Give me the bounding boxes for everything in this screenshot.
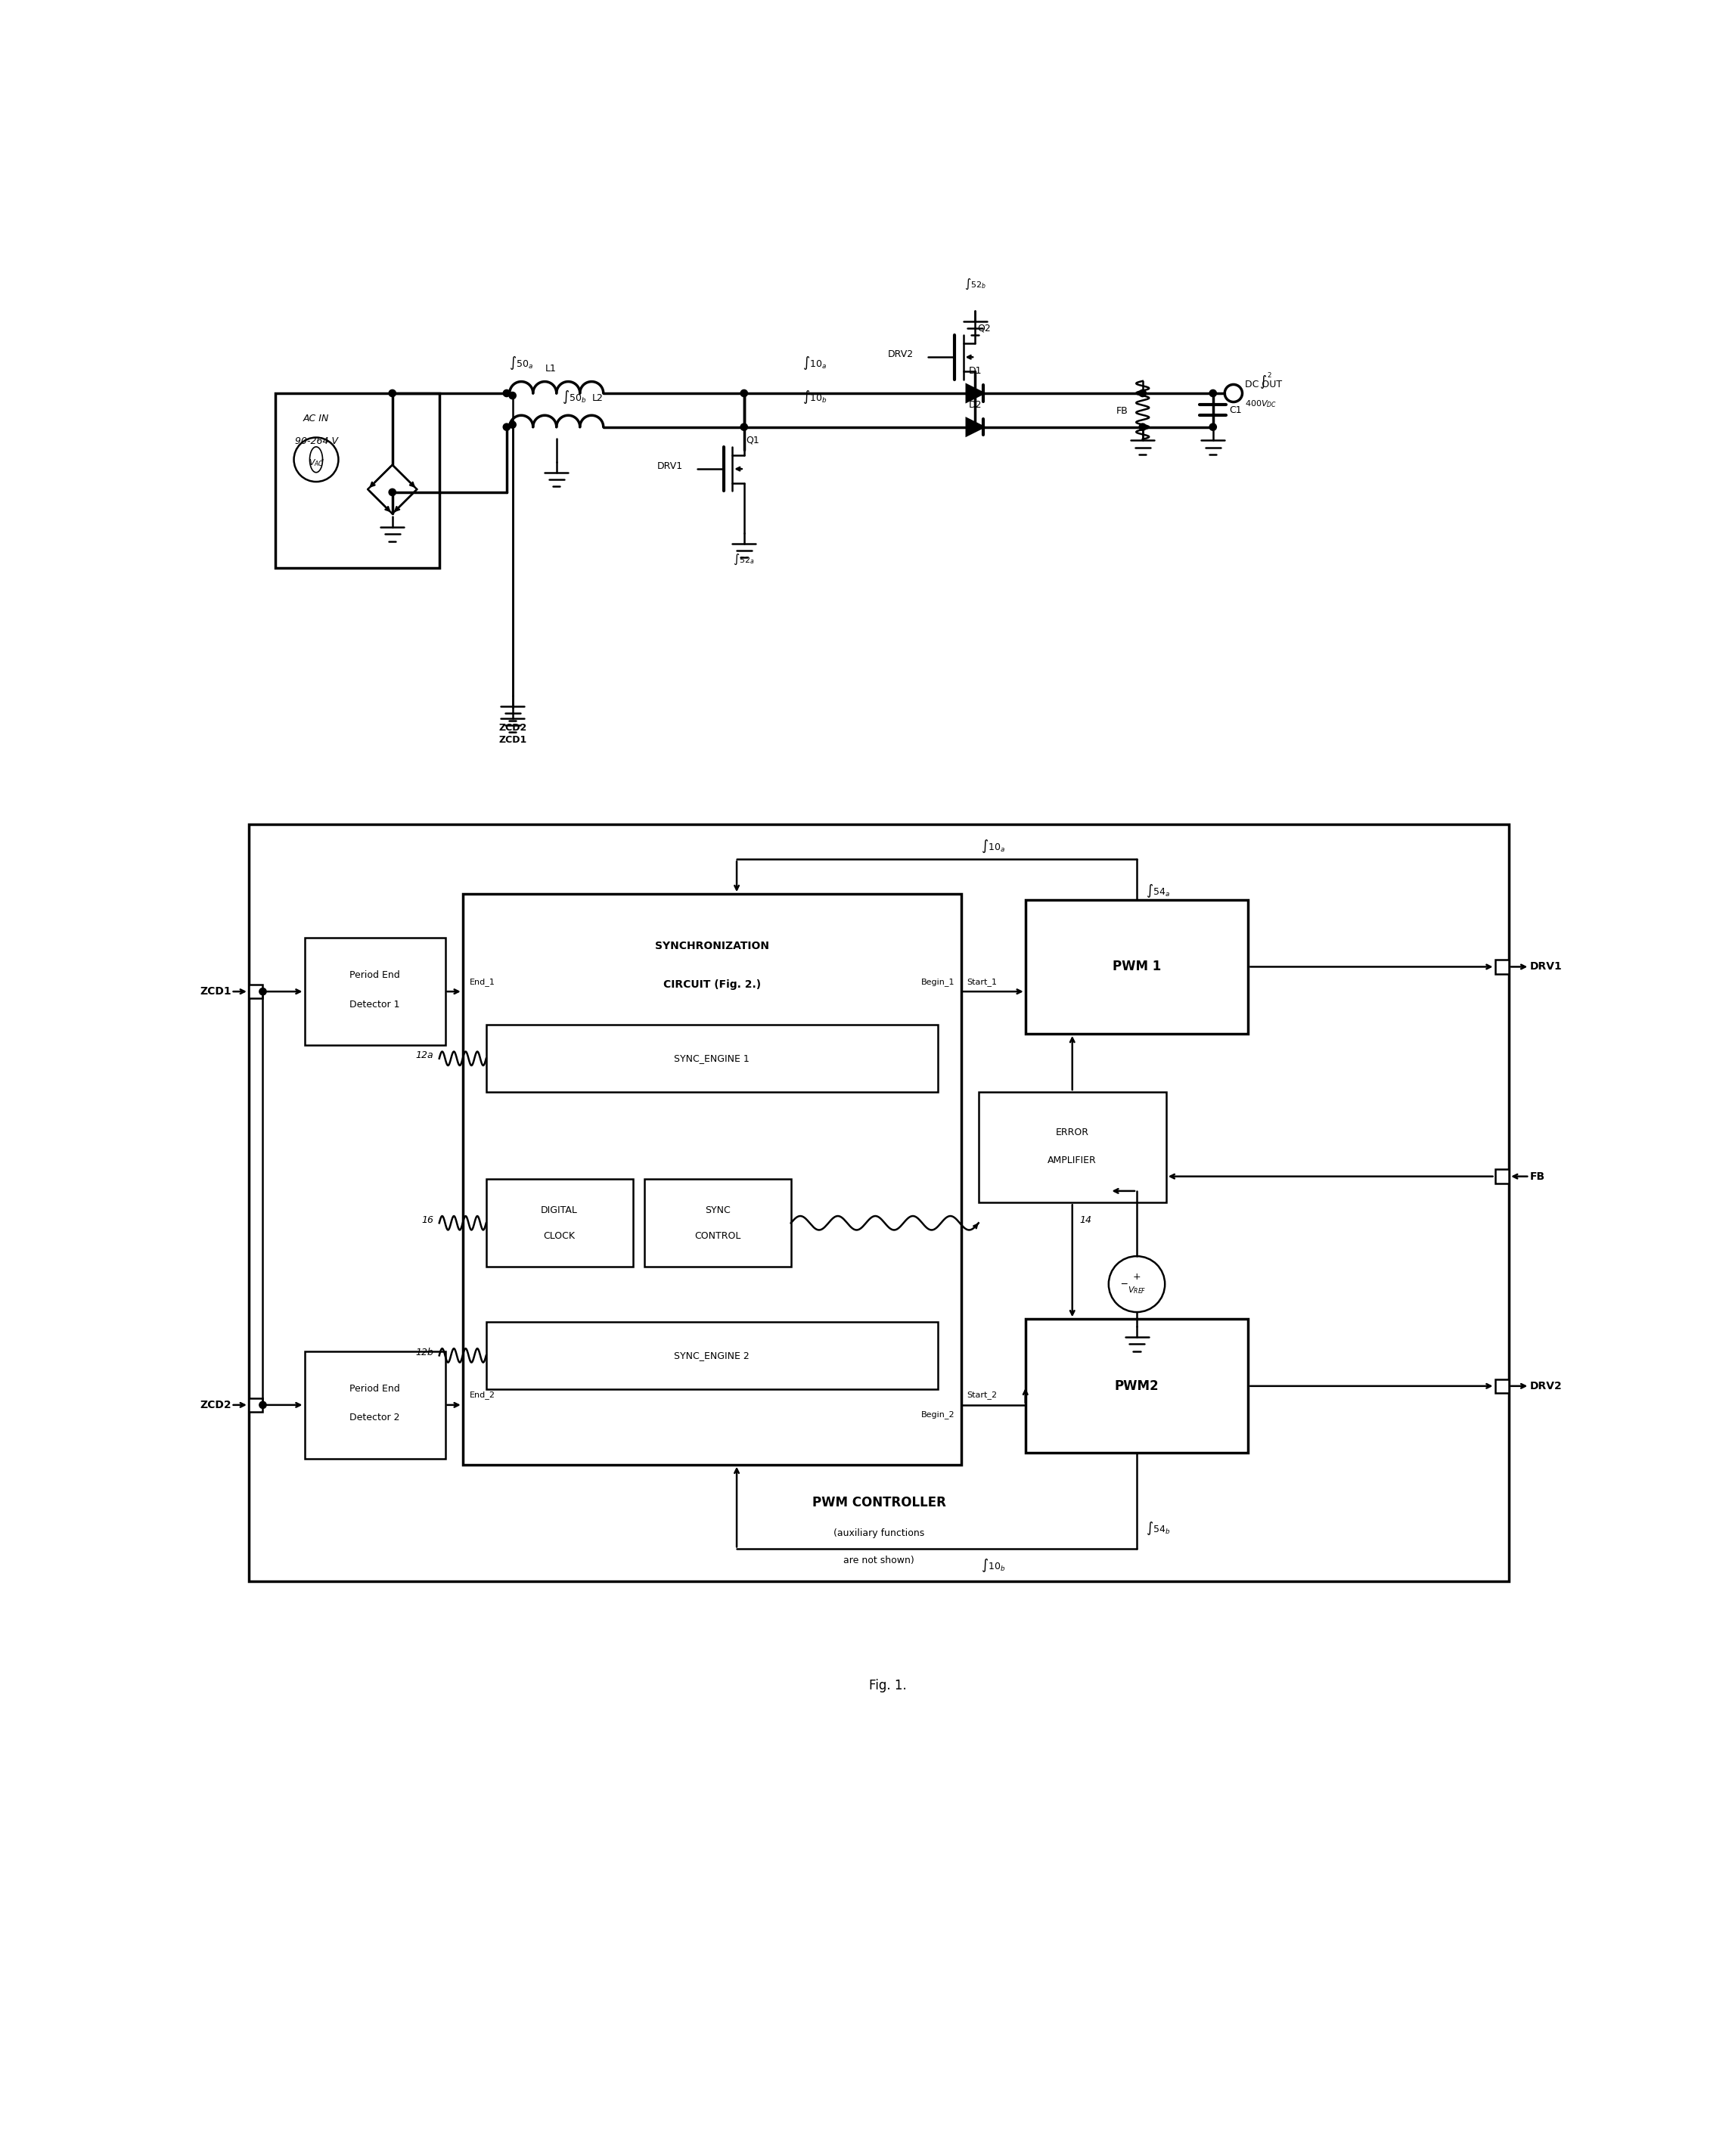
Circle shape — [388, 390, 397, 397]
Text: ERROR: ERROR — [1055, 1128, 1089, 1138]
Text: Begin_2: Begin_2 — [921, 1410, 954, 1419]
Text: Start_2: Start_2 — [966, 1391, 998, 1399]
Circle shape — [260, 987, 267, 996]
Text: $\int^2$: $\int^2$ — [1259, 371, 1273, 390]
Circle shape — [509, 392, 516, 399]
Circle shape — [741, 390, 748, 397]
Text: $\int 10_b$: $\int 10_b$ — [980, 1557, 1005, 1574]
Text: Detector 1: Detector 1 — [350, 1000, 400, 1009]
Text: PWM CONTROLLER: PWM CONTROLLER — [812, 1496, 946, 1509]
Polygon shape — [966, 386, 984, 401]
Text: CONTROL: CONTROL — [695, 1231, 741, 1240]
Text: $\int 10_b$: $\int 10_b$ — [802, 388, 826, 405]
Text: ZCD1: ZCD1 — [499, 735, 527, 744]
Text: ZCD2: ZCD2 — [499, 722, 527, 733]
Text: Fig. 1.: Fig. 1. — [869, 1680, 906, 1692]
Bar — [487, 1322, 937, 1388]
Bar — [487, 1179, 632, 1268]
Text: SYNC: SYNC — [705, 1205, 731, 1216]
Text: D2: D2 — [968, 401, 982, 410]
Text: $\int 52_b$: $\int 52_b$ — [965, 278, 986, 291]
Circle shape — [1209, 390, 1216, 397]
Text: DRV1: DRV1 — [1529, 962, 1562, 972]
Text: SYNCHRONIZATION: SYNCHRONIZATION — [655, 942, 769, 951]
Text: AMPLIFIER: AMPLIFIER — [1048, 1156, 1096, 1164]
Circle shape — [741, 423, 748, 431]
Text: PWM2: PWM2 — [1115, 1380, 1159, 1393]
Bar — [249, 985, 263, 998]
Text: CLOCK: CLOCK — [544, 1231, 575, 1240]
Text: CIRCUIT (Fig. 2.): CIRCUIT (Fig. 2.) — [663, 979, 760, 990]
Text: $V_{AC}$: $V_{AC}$ — [308, 457, 324, 468]
Text: 16: 16 — [421, 1216, 433, 1225]
Text: Start_1: Start_1 — [966, 977, 998, 985]
Circle shape — [509, 420, 516, 429]
Bar — [1495, 1380, 1509, 1393]
Text: Detector 2: Detector 2 — [350, 1412, 400, 1423]
Bar — [1025, 1319, 1249, 1453]
Text: ZCD1: ZCD1 — [199, 985, 230, 996]
Circle shape — [502, 423, 511, 431]
Text: FB: FB — [1529, 1171, 1545, 1181]
Text: 12b: 12b — [416, 1348, 433, 1358]
Text: SYNC_ENGINE 2: SYNC_ENGINE 2 — [674, 1350, 750, 1360]
Text: AC IN: AC IN — [303, 414, 329, 425]
Text: $\int 10_a$: $\int 10_a$ — [802, 354, 826, 371]
Bar — [644, 1179, 792, 1268]
Text: $\int 52_a$: $\int 52_a$ — [733, 552, 755, 567]
Text: (auxiliary functions: (auxiliary functions — [833, 1529, 925, 1537]
Text: L2: L2 — [592, 392, 603, 403]
Text: 14: 14 — [1079, 1216, 1091, 1225]
Bar — [979, 1091, 1166, 1203]
Bar — [305, 1352, 445, 1460]
Text: ─: ─ — [1121, 1279, 1128, 1289]
Text: FB: FB — [1115, 405, 1128, 416]
Circle shape — [1209, 423, 1216, 431]
Circle shape — [1140, 423, 1147, 431]
Text: $\int 50_a$: $\int 50_a$ — [509, 354, 533, 371]
Bar — [1025, 899, 1249, 1033]
Circle shape — [502, 390, 511, 397]
Bar — [249, 824, 1509, 1580]
Text: 90-264 V: 90-264 V — [294, 436, 338, 446]
Bar — [249, 1397, 263, 1412]
Text: DRV2: DRV2 — [1529, 1380, 1562, 1391]
Bar — [1495, 1169, 1509, 1184]
Text: End_1: End_1 — [469, 977, 495, 985]
Text: ZCD2: ZCD2 — [199, 1399, 230, 1410]
Text: are not shown): are not shown) — [843, 1557, 914, 1565]
Text: L1: L1 — [546, 364, 556, 373]
Text: 12a: 12a — [416, 1050, 433, 1061]
Text: $400V_{DC}$: $400V_{DC}$ — [1245, 399, 1276, 410]
Bar — [1495, 959, 1509, 975]
Text: DC OUT: DC OUT — [1245, 379, 1282, 390]
Text: Begin_1: Begin_1 — [921, 977, 954, 985]
Text: $\int 54_a$: $\int 54_a$ — [1145, 882, 1169, 899]
Text: DIGITAL: DIGITAL — [540, 1205, 578, 1216]
Text: DRV1: DRV1 — [656, 461, 682, 470]
Text: Period End: Period End — [350, 970, 400, 981]
Text: D1: D1 — [968, 367, 982, 375]
Text: End_2: End_2 — [469, 1391, 495, 1399]
Text: $\int 50_b$: $\int 50_b$ — [561, 388, 587, 405]
Bar — [275, 392, 440, 567]
Text: $\int 54_b$: $\int 54_b$ — [1145, 1520, 1171, 1537]
Text: DRV2: DRV2 — [887, 349, 913, 360]
Text: $V_{REF}$: $V_{REF}$ — [1128, 1285, 1147, 1296]
Polygon shape — [966, 418, 984, 436]
Text: Q1: Q1 — [746, 436, 760, 444]
Text: +: + — [1133, 1272, 1141, 1281]
Bar — [462, 895, 961, 1464]
Bar — [487, 1024, 937, 1091]
Circle shape — [1140, 390, 1147, 397]
Bar — [305, 938, 445, 1046]
Text: SYNC_ENGINE 1: SYNC_ENGINE 1 — [674, 1054, 750, 1063]
Text: $\int 10_a$: $\int 10_a$ — [980, 839, 1005, 854]
Text: PWM 1: PWM 1 — [1112, 959, 1160, 975]
Circle shape — [388, 489, 397, 496]
Text: Q2: Q2 — [977, 323, 991, 332]
Text: Period End: Period End — [350, 1384, 400, 1393]
Circle shape — [260, 1401, 267, 1408]
Text: C1: C1 — [1230, 405, 1242, 416]
